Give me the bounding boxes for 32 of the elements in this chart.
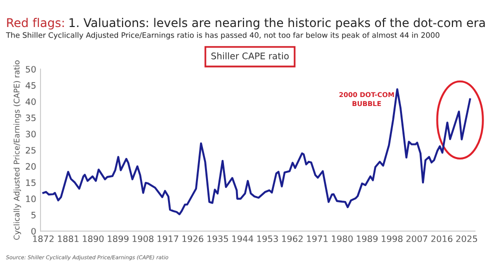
- line-series: [42, 88, 471, 216]
- x-tick-label: 2016: [431, 235, 452, 242]
- x-tick-label: 1872: [33, 235, 54, 242]
- x-tick-label: 1944: [232, 235, 254, 242]
- x-tick-label: 1953: [257, 235, 278, 242]
- x-tick-label: 1899: [108, 235, 129, 242]
- x-tick-label: 1917: [158, 235, 178, 242]
- x-tick-label: 2007: [406, 235, 428, 242]
- x-tick-label: 1998: [382, 235, 403, 242]
- x-tick-label: 1908: [132, 235, 154, 242]
- chart-title: Red flags: 1. Valuations: levels are nearing the historic peaks of the dot-com era: [7, 18, 485, 30]
- y-tick-label: 15: [26, 179, 36, 186]
- y-tick-label: 0: [31, 228, 36, 235]
- x-tick-label: 1935: [207, 235, 228, 242]
- text: Shiller CAPE ratio: [211, 52, 289, 60]
- x-tick-label: 1926: [182, 235, 204, 242]
- y-tick-label: 30: [26, 130, 36, 138]
- x-tick-label: 1890: [82, 235, 104, 242]
- x-tick-label: 1881: [58, 235, 78, 242]
- x-tick-label: 1989: [356, 235, 378, 242]
- y-tick-label: 50: [26, 66, 36, 73]
- y-tick-label: 5: [31, 212, 36, 218]
- y-tick-label: 20: [26, 163, 36, 170]
- y-tick-label: 10: [26, 196, 36, 202]
- y-tick-label: 45: [26, 82, 36, 89]
- x-tick-label: 1971: [307, 235, 328, 242]
- x-tick-label: 2025: [456, 235, 478, 242]
- y-tick-label: 40: [26, 98, 36, 105]
- y-tick-label: 25: [26, 146, 36, 154]
- y-tick-label: 35: [26, 114, 36, 122]
- x-tick-label: 1980: [332, 235, 353, 242]
- x-tick-label: 1962: [282, 235, 303, 242]
